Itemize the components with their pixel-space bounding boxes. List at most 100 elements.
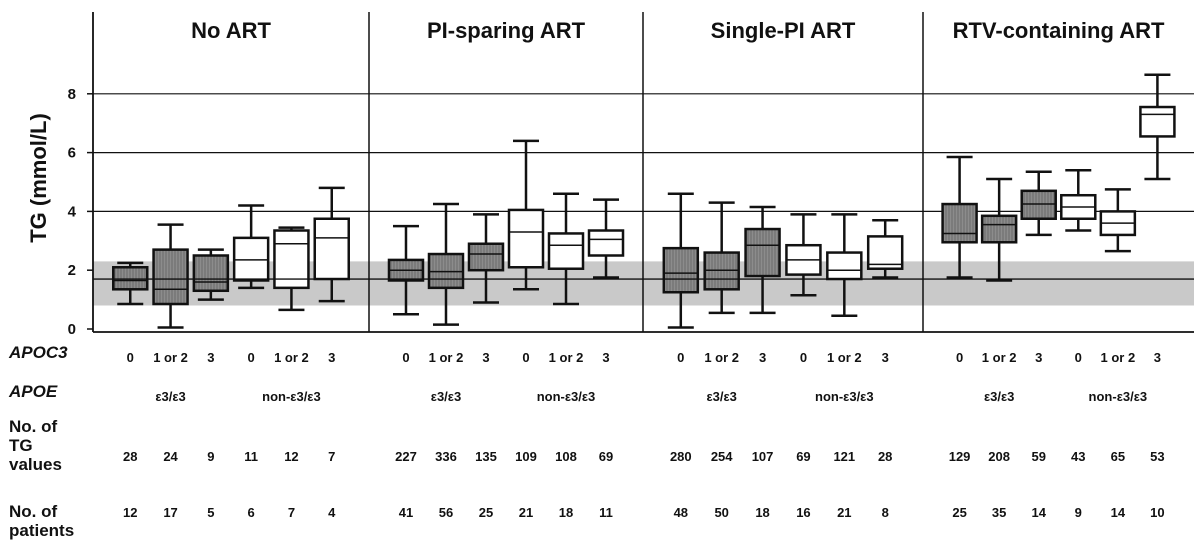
tg-values-cell: 28 xyxy=(878,449,892,464)
apoe-group-label: ε3/ε3 xyxy=(706,389,736,404)
patients-cell: 18 xyxy=(755,505,769,520)
apoc3-cell: 0 xyxy=(677,350,684,365)
box-4 xyxy=(507,139,545,291)
apoc3-cell: 1 or 2 xyxy=(982,350,1017,365)
apoc3-cell: 3 xyxy=(882,350,889,365)
box-iqr xyxy=(662,246,700,294)
box-1 xyxy=(112,261,149,306)
tg-values-cell: 65 xyxy=(1111,449,1125,464)
patients-cell: 4 xyxy=(328,505,336,520)
tg-values-cell: 28 xyxy=(123,449,137,464)
patients-cell: 14 xyxy=(1111,505,1126,520)
box-2 xyxy=(427,202,465,326)
box-iqr xyxy=(744,227,781,278)
apoc3-cell: 0 xyxy=(402,350,409,365)
tg-values-cell: 109 xyxy=(515,449,537,464)
patients-cell: 56 xyxy=(439,505,453,520)
tg-values-cell: 24 xyxy=(163,449,178,464)
patients-cell: 10 xyxy=(1150,505,1164,520)
row-label-patients-line: No. of xyxy=(9,502,57,521)
apoc3-cell: 3 xyxy=(1154,350,1161,365)
tg-values-cell: 69 xyxy=(796,449,810,464)
apoc3-cell: 1 or 2 xyxy=(827,350,862,365)
box-6 xyxy=(1139,73,1176,181)
tg-values-cell: 280 xyxy=(670,449,692,464)
box-iqr xyxy=(467,242,505,272)
box-iqr xyxy=(826,251,863,281)
box-4 xyxy=(232,204,270,290)
apoe-group-label: non-ε3/ε3 xyxy=(537,389,596,404)
patients-cell: 25 xyxy=(479,505,493,520)
tg-values-cell: 108 xyxy=(555,449,577,464)
panel-title: Single-PI ART xyxy=(711,18,856,43)
apoe-group-label: non-ε3/ε3 xyxy=(1089,389,1148,404)
apoc3-cell: 3 xyxy=(482,350,489,365)
box-iqr xyxy=(273,229,310,290)
patients-cell: 25 xyxy=(952,505,966,520)
patients-cell: 50 xyxy=(714,505,728,520)
patients-cell: 21 xyxy=(837,505,851,520)
row-label-patients-line: patients xyxy=(9,521,74,540)
box-6 xyxy=(866,218,904,279)
row-label-apoe: APOE xyxy=(8,382,58,401)
apoe-group-label: ε3/ε3 xyxy=(155,389,185,404)
box-3 xyxy=(192,248,230,301)
box-5 xyxy=(1099,188,1137,253)
box-6 xyxy=(587,198,625,279)
apoc3-cell: 0 xyxy=(127,350,134,365)
panel-2: PI-sparing ART 0 227 41 1 or 2 336 56 3 135 25 0 10… xyxy=(387,18,625,520)
apoc3-cell: 1 or 2 xyxy=(274,350,309,365)
patients-cell: 18 xyxy=(559,505,573,520)
y-tick-label: 6 xyxy=(68,145,76,162)
apoc3-cell: 3 xyxy=(1035,350,1042,365)
tg-values-cell: 9 xyxy=(207,449,214,464)
box-3 xyxy=(744,205,781,315)
y-tick-label: 8 xyxy=(68,86,76,103)
box-3 xyxy=(1020,170,1057,237)
apoe-group-label: ε3/ε3 xyxy=(431,389,461,404)
tg-values-cell: 11 xyxy=(244,449,258,464)
box-iqr xyxy=(587,229,625,257)
y-tick-label: 2 xyxy=(68,262,76,279)
box-5 xyxy=(273,226,310,312)
box-iqr xyxy=(507,208,545,269)
y-tick-label: 4 xyxy=(68,203,77,220)
box-4 xyxy=(1060,168,1097,232)
patients-cell: 5 xyxy=(207,505,214,520)
row-label-tg-values-line: TG xyxy=(9,436,33,455)
box-iqr xyxy=(192,254,230,293)
tg-values-cell: 121 xyxy=(833,449,855,464)
box-5 xyxy=(547,192,585,306)
row-label-tg-values-line: No. of xyxy=(9,417,57,436)
tg-values-cell: 53 xyxy=(1150,449,1164,464)
patients-cell: 14 xyxy=(1031,505,1046,520)
tg-values-cell: 7 xyxy=(328,449,335,464)
box-iqr xyxy=(980,214,1018,244)
panel-title: PI-sparing ART xyxy=(427,18,586,43)
apoc3-cell: 3 xyxy=(328,350,335,365)
box-5 xyxy=(826,213,863,318)
box-2 xyxy=(152,223,189,329)
patients-cell: 16 xyxy=(796,505,810,520)
box-iqr xyxy=(313,217,350,281)
y-axis-label: TG (mmol/L) xyxy=(26,113,51,243)
box-iqr xyxy=(152,248,189,306)
patients-cell: 6 xyxy=(248,505,255,520)
box-1 xyxy=(662,192,700,329)
tg-values-cell: 254 xyxy=(711,449,733,464)
apoc3-cell: 0 xyxy=(800,350,807,365)
apoe-group-label: ε3/ε3 xyxy=(984,389,1014,404)
box-3 xyxy=(467,213,505,304)
patients-cell: 48 xyxy=(674,505,688,520)
box-iqr xyxy=(547,232,585,270)
patients-cell: 35 xyxy=(992,505,1006,520)
box-2 xyxy=(980,177,1018,282)
apoc3-cell: 3 xyxy=(759,350,766,365)
apoe-group-label: non-ε3/ε3 xyxy=(262,389,321,404)
apoc3-cell: 1 or 2 xyxy=(429,350,464,365)
row-label-tg-values: No. of TG values xyxy=(9,417,62,474)
patients-cell: 21 xyxy=(519,505,533,520)
box-iqr xyxy=(1139,105,1176,138)
